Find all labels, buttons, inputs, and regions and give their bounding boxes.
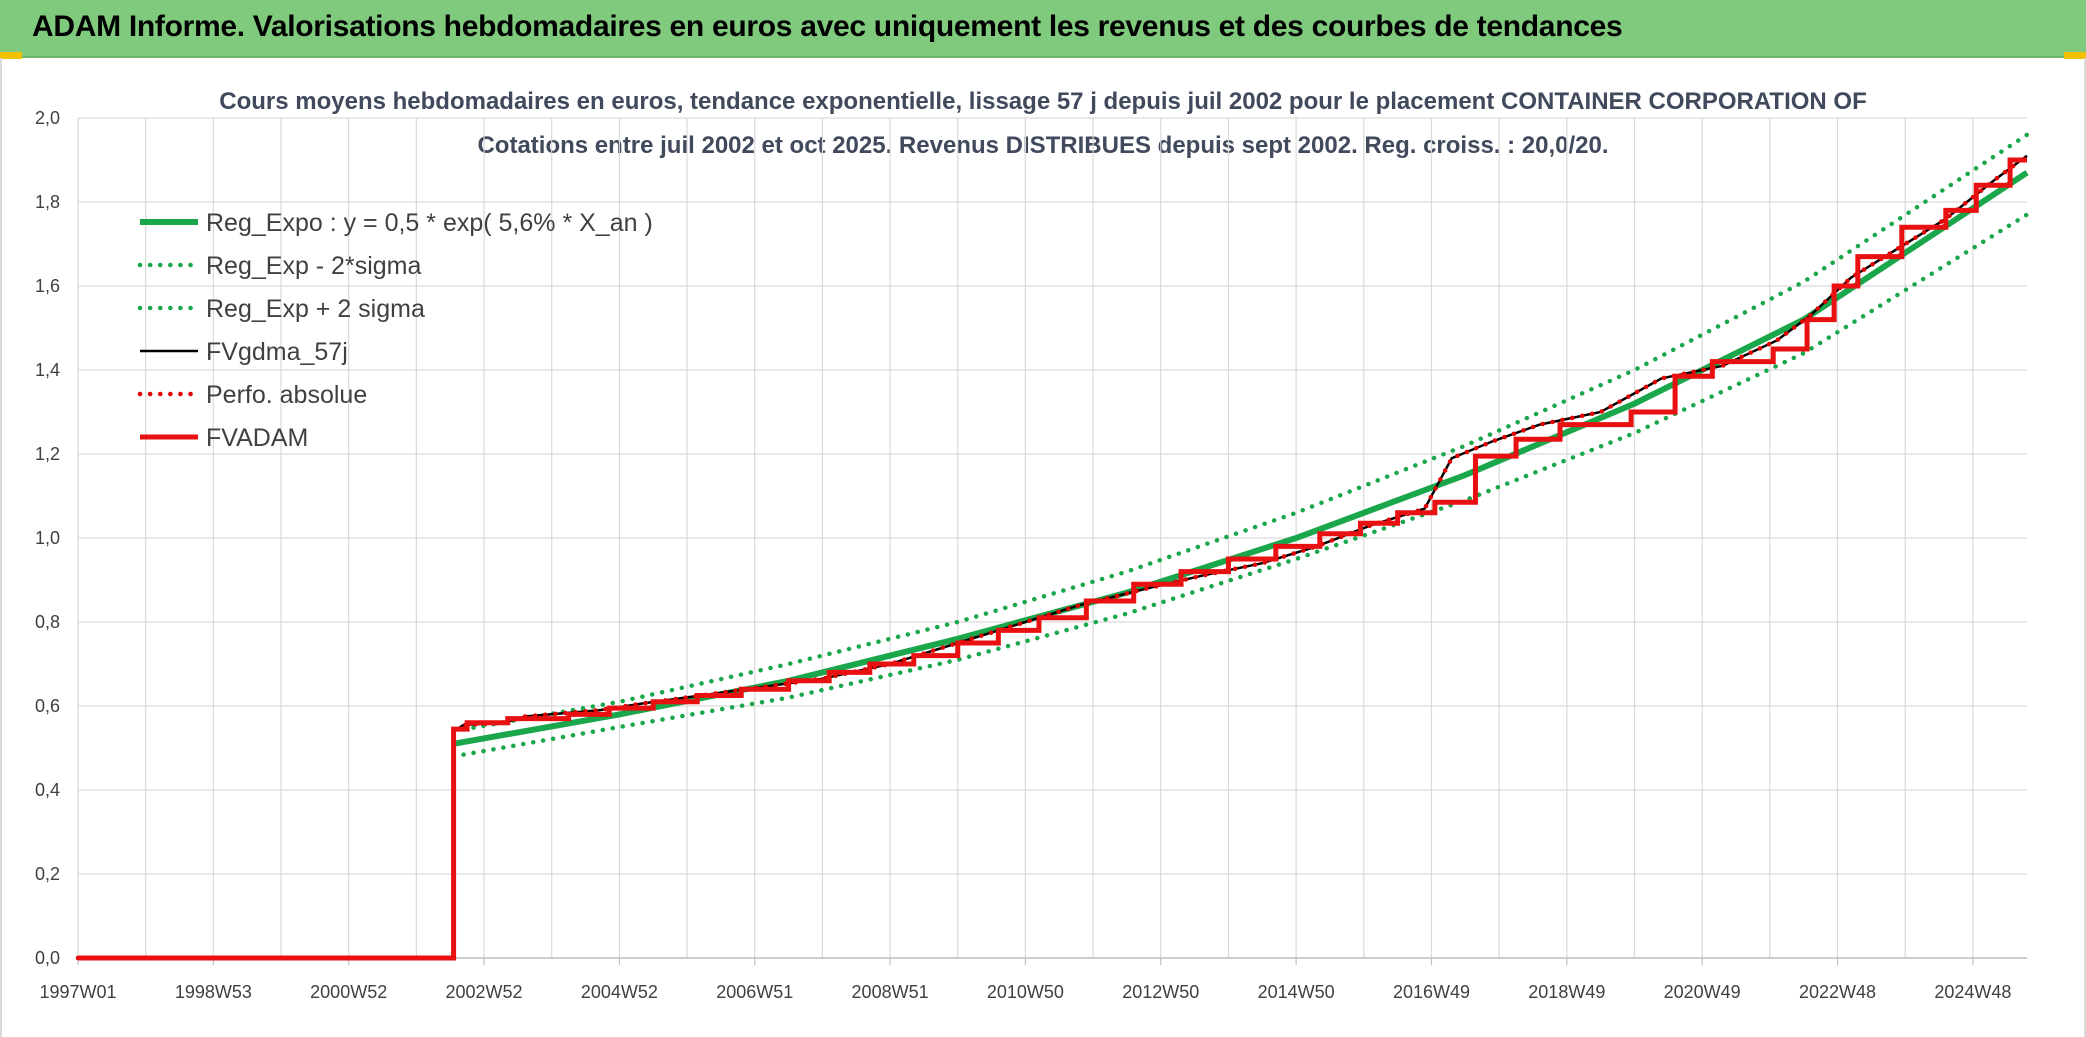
x-tick-label: 2006W51 xyxy=(716,982,793,1002)
y-tick-label: 0,2 xyxy=(35,864,60,884)
chart-title-line-2: Cotations entre juil 2002 et oct 2025. R… xyxy=(477,132,1609,159)
series-line-1 xyxy=(451,212,2030,759)
x-tick-label: 2022W48 xyxy=(1799,982,1876,1002)
x-tick-label: 1997W01 xyxy=(39,982,116,1002)
series-line-5 xyxy=(78,157,2027,961)
x-tick-label: 1998W53 xyxy=(175,982,252,1002)
report-title: ADAM Informe. Valorisations hebdomadaire… xyxy=(32,10,1623,43)
x-tick-label: 2014W50 xyxy=(1258,982,1335,1002)
chart-title-line-1: Cours moyens hebdomadaires en euros, ten… xyxy=(219,88,1867,115)
legend-label: FVADAM xyxy=(206,424,308,452)
y-tick-label: 1,6 xyxy=(35,276,60,296)
y-tick-label: 1,4 xyxy=(35,360,60,380)
series-line-2 xyxy=(451,132,2030,734)
y-tick-label: 0,0 xyxy=(35,948,60,968)
legend-label: Reg_Exp + 2 sigma xyxy=(206,295,425,323)
x-tick-label: 2008W51 xyxy=(852,982,929,1002)
x-tick-label: 2018W49 xyxy=(1528,982,1605,1002)
axis-layer: 0,0 0,2 0,4 0,6 0,8 1,0 1,2 1,4 1,6 1,8 2,0 1997W01… xyxy=(35,108,2027,1002)
x-tick-label: 2024W48 xyxy=(1934,982,2011,1002)
x-tick-label: 2000W52 xyxy=(310,982,387,1002)
y-tick-label: 1,2 xyxy=(35,444,60,464)
x-tick-label: 2012W50 xyxy=(1122,982,1199,1002)
y-tick-label: 2,0 xyxy=(35,108,60,128)
series-line-4 xyxy=(75,153,2030,961)
x-tick-label: 2010W50 xyxy=(987,982,1064,1002)
y-tick-label: 1,8 xyxy=(35,192,60,212)
report-header: ADAM Informe. Valorisations hebdomadaire… xyxy=(0,0,2086,58)
series-line-0 xyxy=(453,170,2029,747)
chart-area xyxy=(0,58,2086,1037)
x-tick-label: 2002W52 xyxy=(446,982,523,1002)
legend: Reg_Expo : y = 0,5 * exp( 5,6% * X_an ) R… xyxy=(137,209,653,452)
y-tick-label: 0,4 xyxy=(35,780,60,800)
corner-marker-left xyxy=(0,52,22,59)
x-tick-label: 2016W49 xyxy=(1393,982,1470,1002)
y-tick-label: 0,8 xyxy=(35,612,60,632)
legend-label: Reg_Expo : y = 0,5 * exp( 5,6% * X_an ) xyxy=(206,209,653,237)
x-tick-label: 2004W52 xyxy=(581,982,658,1002)
corner-marker-right xyxy=(2064,52,2086,59)
y-tick-label: 1,0 xyxy=(35,528,60,548)
legend-label: FVgdma_57j xyxy=(206,338,348,366)
series-layer xyxy=(75,132,2030,961)
x-tick-label: 2020W49 xyxy=(1664,982,1741,1002)
y-tick-label: 0,6 xyxy=(35,696,60,716)
legend-label: Perfo. absolue xyxy=(206,381,367,409)
grid-layer xyxy=(77,117,2027,959)
legend-label: Reg_Exp - 2*sigma xyxy=(206,252,421,280)
